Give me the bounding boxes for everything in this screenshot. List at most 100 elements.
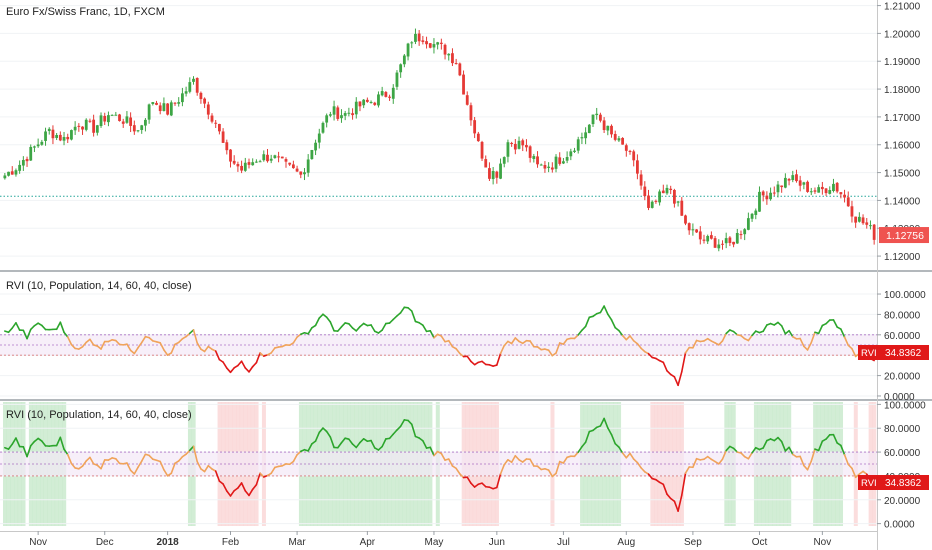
rvi-segment	[11, 322, 17, 329]
rvi-segment	[355, 441, 361, 449]
up-candle	[587, 123, 591, 134]
rvi-segment	[429, 329, 435, 339]
down-candle	[462, 70, 465, 95]
rvi-segment	[251, 483, 258, 491]
rvi-segment	[133, 466, 139, 475]
rvi-segment	[788, 329, 794, 338]
rvi-segment	[840, 444, 846, 456]
rvi-segment	[55, 436, 62, 447]
down-candle	[229, 149, 232, 168]
up-candle	[343, 110, 347, 121]
rvi-segment	[788, 446, 794, 456]
rvi-segment	[203, 345, 210, 353]
rvi-segment	[225, 367, 232, 374]
down-candle	[480, 140, 484, 162]
rvi-segment	[222, 483, 228, 492]
y-tick-label: 1.17000	[884, 113, 921, 124]
down-candle	[624, 143, 628, 157]
rvi-segment	[351, 443, 358, 449]
rvi-segment	[29, 440, 36, 447]
up-candle	[802, 181, 806, 190]
up-candle	[188, 77, 192, 94]
up-candle	[491, 166, 495, 185]
rvi-segment	[547, 469, 554, 478]
rvi-segment	[832, 319, 838, 328]
down-candle	[813, 187, 817, 194]
down-candle	[824, 188, 828, 196]
up-candle	[33, 145, 36, 153]
up-candle	[395, 70, 399, 90]
rvi-segment	[185, 332, 191, 338]
rvi-segment	[429, 446, 435, 457]
down-candle	[25, 156, 29, 167]
rvi-segment	[629, 335, 635, 342]
up-candle	[828, 186, 832, 195]
down-candle	[621, 137, 625, 145]
rvi-segment	[447, 458, 454, 467]
down-candle	[495, 170, 499, 184]
down-candle	[299, 171, 303, 179]
x-tick-label: Aug	[617, 537, 635, 548]
rvi-segment	[126, 462, 132, 472]
rvi-last-value: 34.8362	[885, 348, 922, 359]
rvi-segment	[470, 360, 476, 366]
rvi-segment	[762, 439, 768, 449]
rvi-bands-pane[interactable]: RVI (10, Population, 14, 60, 40, close)	[0, 402, 877, 526]
rvi-segment	[292, 453, 298, 463]
price-pane[interactable]: Euro Fx/Swiss Franc, 1D, FXCM	[0, 5, 877, 257]
down-candle	[195, 77, 199, 96]
rvi-segment	[684, 346, 690, 354]
rvi-segment	[529, 458, 535, 467]
up-candle	[181, 87, 184, 107]
time-axis[interactable]: Nov Dec 2018 Feb Mar Apr May Jun Jul Aug Sep Oct Nov	[0, 531, 877, 548]
last-price-value: 1.12756	[886, 230, 924, 242]
down-candle	[728, 236, 732, 247]
rvi-segment	[692, 339, 698, 349]
down-candle	[476, 131, 480, 142]
up-candle	[769, 187, 772, 201]
rvi-segment	[370, 324, 376, 333]
down-candle	[284, 157, 288, 168]
down-candle	[684, 214, 687, 226]
down-candle	[484, 155, 488, 168]
up-candle	[310, 149, 314, 160]
rvi-segment	[780, 325, 787, 335]
rvi-pane[interactable]: RVI (10, Population, 14, 60, 40, close)	[0, 280, 877, 397]
rvi-segment	[381, 438, 387, 448]
rvi-segment	[618, 329, 624, 337]
rvi-segment	[129, 349, 136, 355]
down-candle	[214, 119, 218, 129]
rvi-segment	[348, 322, 354, 329]
rvi-segment	[407, 306, 413, 312]
up-candle	[576, 136, 580, 154]
up-candle	[62, 131, 66, 146]
rvi-segment	[322, 427, 328, 433]
up-candle	[369, 100, 373, 104]
rvi-segment	[636, 342, 642, 350]
down-candle	[647, 189, 650, 211]
rvi-tag-label: RVI	[861, 348, 877, 359]
down-candle	[687, 222, 691, 235]
rvi-segment	[255, 472, 261, 486]
y-tick-label: 1.15000	[884, 169, 921, 180]
down-candle	[247, 158, 251, 169]
down-candle	[277, 151, 280, 163]
rvi-segment	[196, 460, 202, 470]
down-candle	[820, 181, 824, 195]
rvi-segment	[229, 367, 235, 374]
rvi-segment	[810, 448, 816, 463]
rvi-segment	[647, 352, 654, 359]
down-candle	[473, 117, 477, 139]
down-candle	[121, 118, 125, 128]
rvi-segment	[15, 322, 21, 331]
rvi-segment	[621, 452, 628, 459]
down-candle	[158, 102, 162, 115]
up-candle	[691, 223, 695, 236]
up-candle	[44, 127, 47, 146]
down-candle	[417, 30, 421, 46]
rvi-bands-last-value-tag: RVI 34.8362	[858, 475, 929, 490]
rvi-segment	[244, 367, 250, 373]
down-candle	[221, 128, 225, 144]
up-candle	[410, 41, 414, 49]
